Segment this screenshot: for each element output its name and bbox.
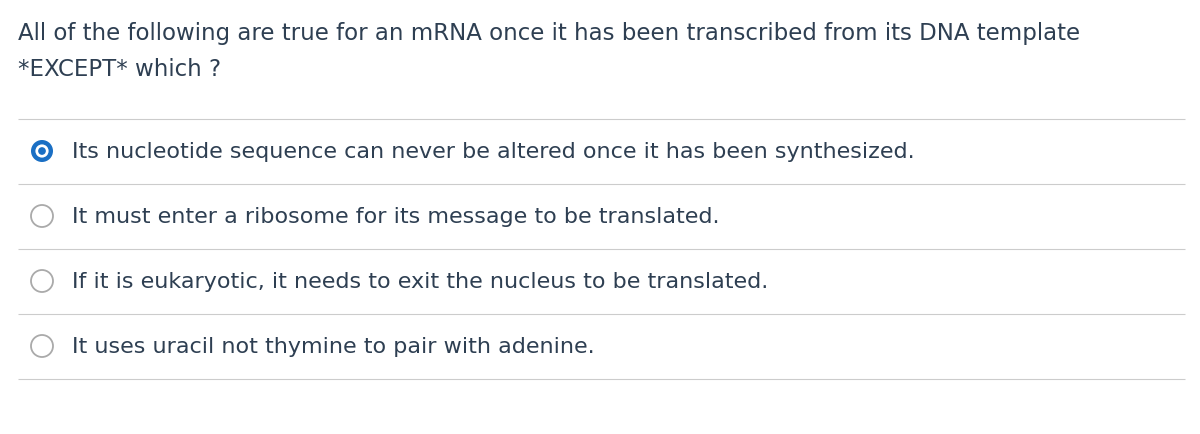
Ellipse shape — [36, 145, 48, 158]
Ellipse shape — [31, 141, 53, 163]
Ellipse shape — [31, 270, 53, 293]
Text: If it is eukaryotic, it needs to exit the nucleus to be translated.: If it is eukaryotic, it needs to exit th… — [72, 271, 768, 291]
Text: All of the following are true for an mRNA once it has been transcribed from its : All of the following are true for an mRN… — [18, 22, 1080, 45]
Text: It must enter a ribosome for its message to be translated.: It must enter a ribosome for its message… — [72, 207, 720, 227]
Text: *EXCEPT* which ?: *EXCEPT* which ? — [18, 58, 221, 81]
Ellipse shape — [31, 206, 53, 227]
Ellipse shape — [31, 335, 53, 357]
Text: It uses uracil not thymine to pair with adenine.: It uses uracil not thymine to pair with … — [72, 336, 595, 356]
Ellipse shape — [38, 148, 46, 155]
Text: Its nucleotide sequence can never be altered once it has been synthesized.: Its nucleotide sequence can never be alt… — [72, 141, 914, 161]
